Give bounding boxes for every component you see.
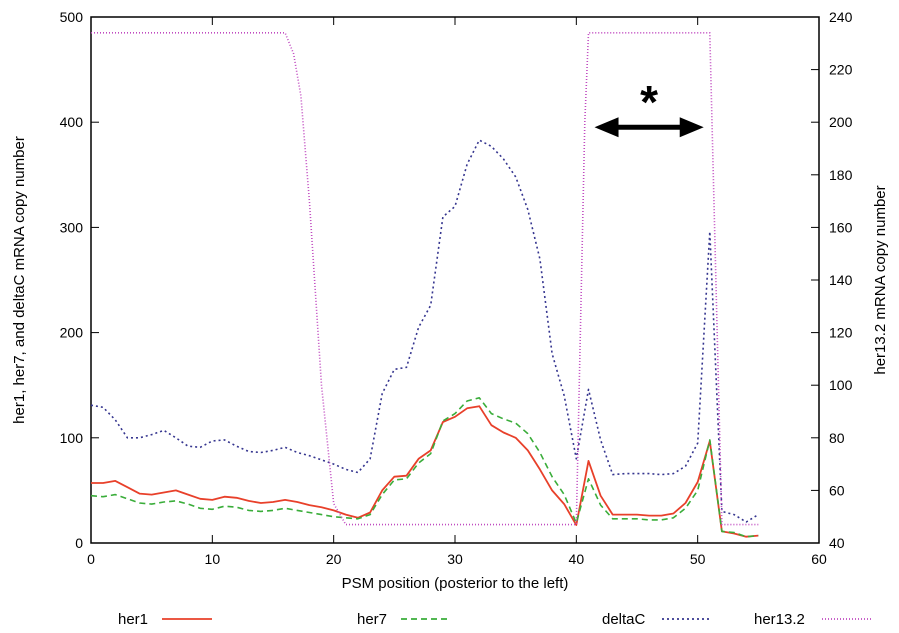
x-tick-label: 60	[811, 551, 827, 567]
x-tick-label: 30	[447, 551, 463, 567]
x-tick-label: 20	[326, 551, 342, 567]
y2-tick-label: 160	[829, 219, 853, 235]
y2-tick-label: 180	[829, 167, 853, 183]
y-tick-label: 0	[75, 535, 83, 551]
y2-axis-title: her13.2 mRNA copy number	[872, 185, 889, 374]
y2-tick-label: 80	[829, 430, 845, 446]
y2-tick-label: 60	[829, 482, 845, 498]
legend-label-her7: her7	[357, 611, 387, 628]
series-layer	[90, 31, 759, 538]
y-axis-title: her1, her7, and deltaC mRNA copy number	[11, 136, 28, 424]
y-tick-label: 400	[60, 114, 84, 130]
y-tick-label: 300	[60, 219, 84, 235]
y2-tick-label: 100	[829, 377, 853, 393]
series-line-her1	[91, 405, 759, 538]
y2-tick-label: 200	[829, 114, 853, 130]
legend-label-her13.2: her13.2	[754, 611, 805, 628]
ticks-layer: 0 10 20 30 40 50 60010020030040050040608010012…	[60, 9, 853, 567]
y2-tick-label: 240	[829, 9, 853, 25]
annotation-arrowhead-right	[679, 117, 704, 138]
y-tick-label: 500	[60, 9, 84, 25]
y-tick-label: 100	[60, 430, 84, 446]
x-tick-label: 10	[205, 551, 221, 567]
series-line-her13.2	[91, 31, 759, 526]
x-tick-label: 40	[569, 551, 585, 567]
y2-tick-label: 140	[829, 272, 853, 288]
y2-tick-label: 220	[829, 62, 853, 78]
x-tick-label: 0	[87, 551, 95, 567]
y2-tick-label: 40	[829, 535, 845, 551]
plot-frame	[90, 16, 820, 544]
series-line-her7	[90, 396, 759, 538]
y-tick-label: 200	[60, 325, 84, 341]
legend-label-her1: her1	[118, 611, 148, 628]
series-line-deltaC	[90, 139, 759, 523]
x-axis-title: PSM position (posterior to the left)	[342, 575, 569, 592]
x-tick-label: 50	[690, 551, 706, 567]
legend-label-deltaC: deltaC	[602, 611, 646, 628]
annotation-asterisk: *	[640, 76, 658, 128]
annotation-arrowhead-left	[594, 117, 619, 138]
y2-tick-label: 120	[829, 325, 853, 341]
legend: her1 her7 deltaC her13.2	[118, 611, 872, 628]
plot-area	[90, 16, 820, 544]
annotation-layer: *	[594, 76, 704, 138]
